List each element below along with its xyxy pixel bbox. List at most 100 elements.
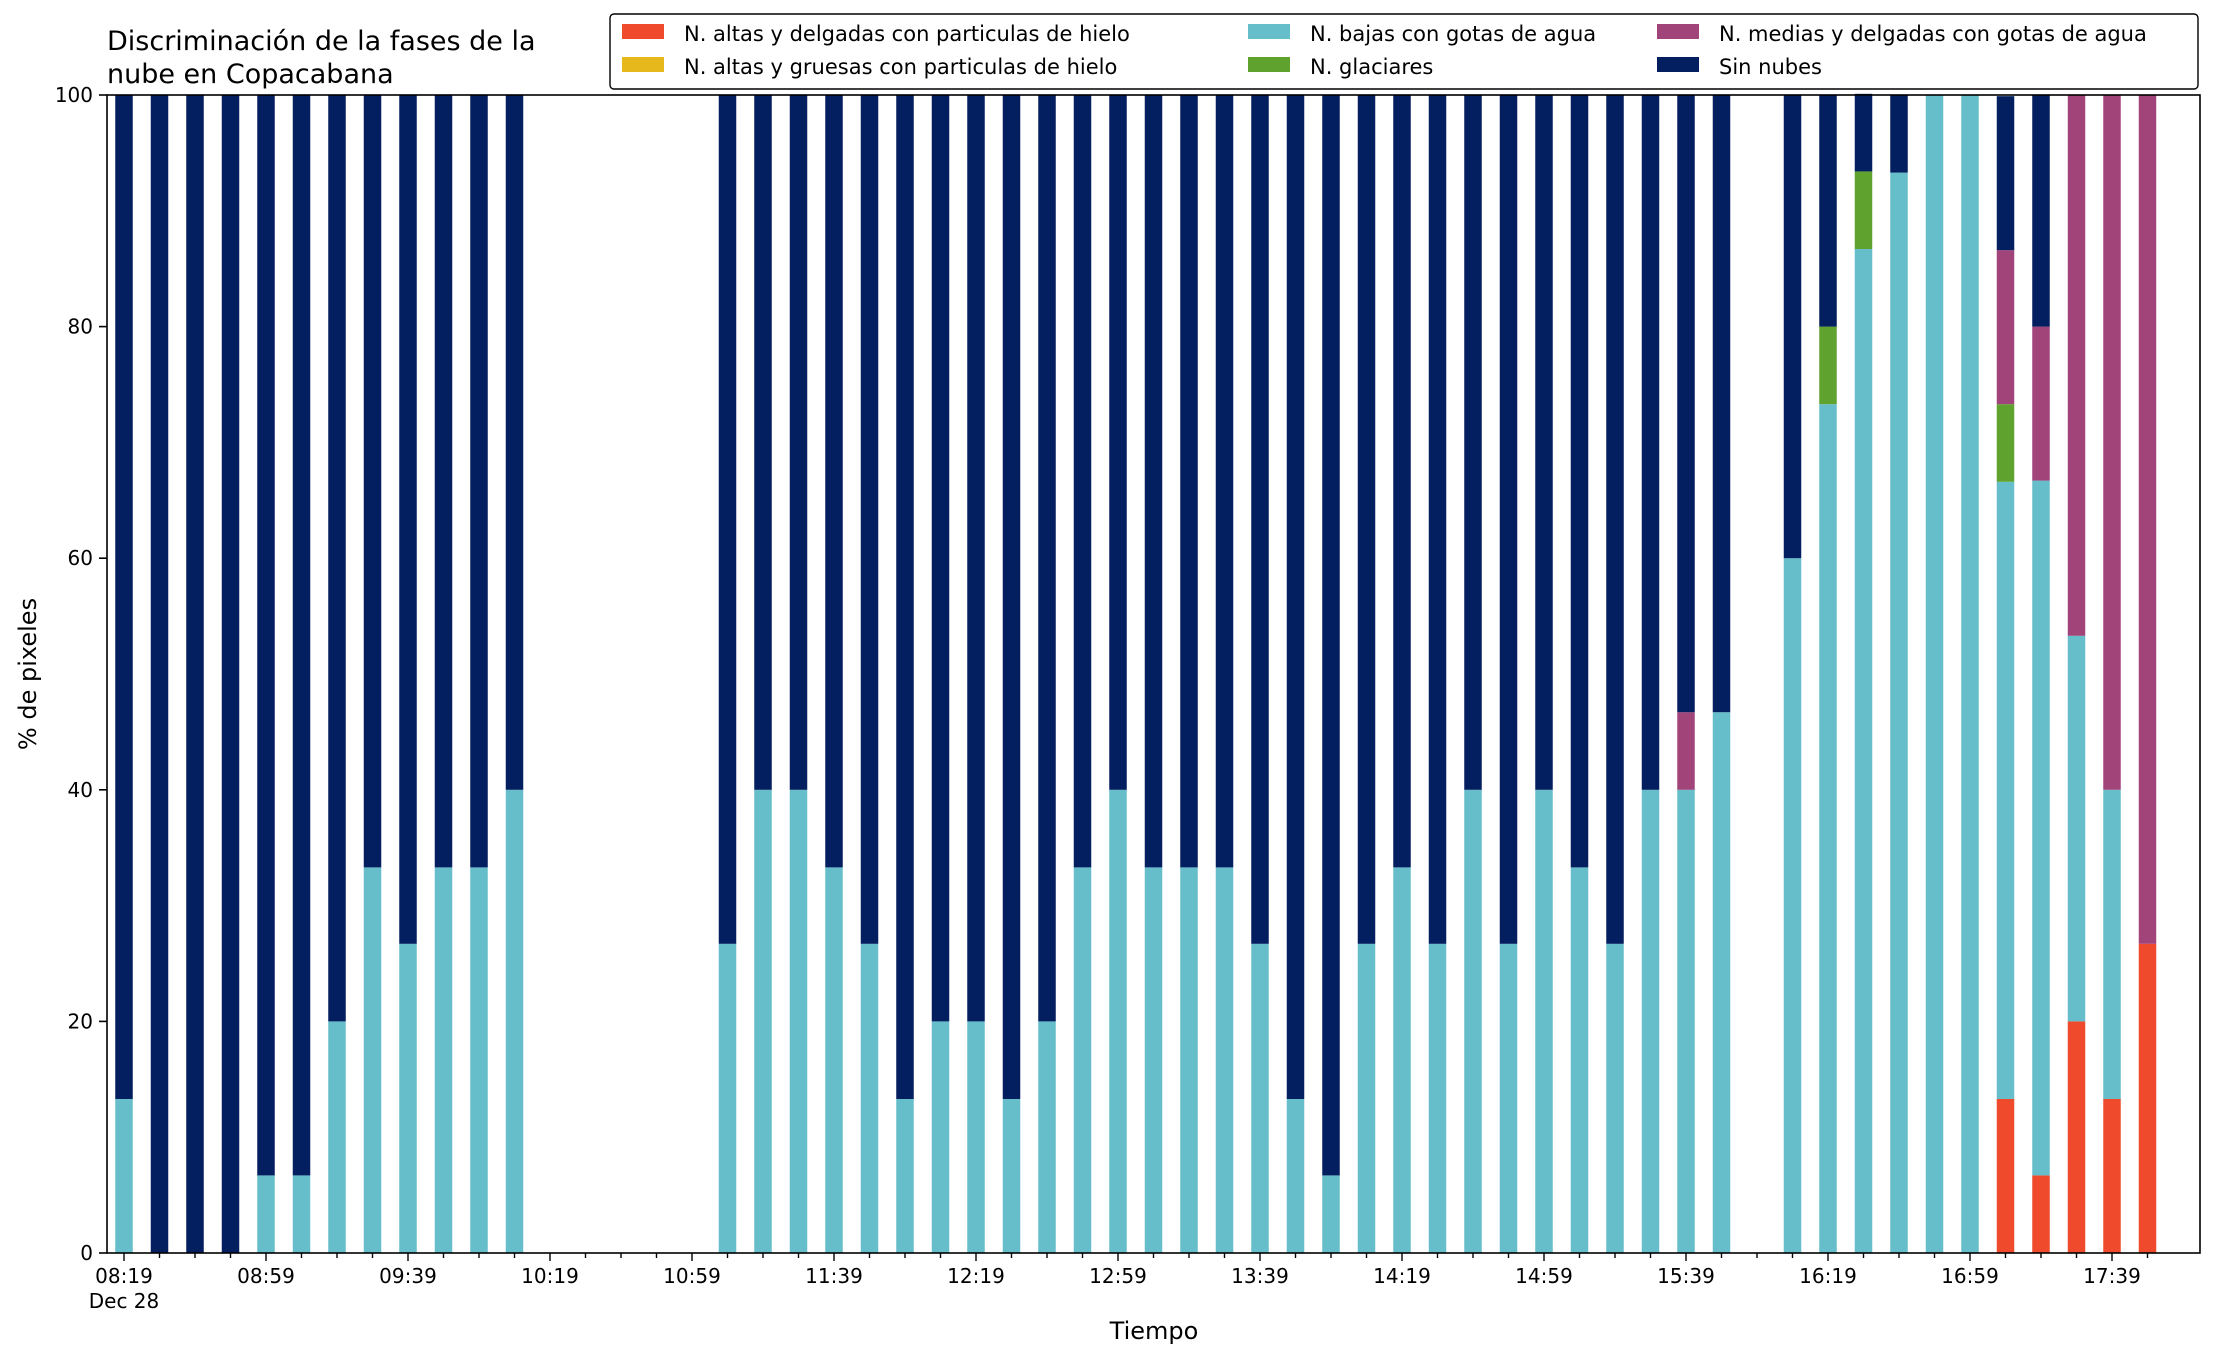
x-tick-sublabel: Dec 28: [89, 1289, 160, 1313]
legend-swatch: [1657, 24, 1699, 39]
y-tick-label: 80: [68, 315, 93, 339]
bar-segment: [363, 867, 382, 1253]
bar-segment: [2032, 480, 2050, 1176]
bar-segment: [1144, 95, 1163, 868]
legend-swatch: [622, 24, 664, 39]
bar-segment: [470, 867, 488, 1253]
bar-segment: [2067, 635, 2086, 1022]
bar-segment: [1215, 95, 1234, 868]
bar-segment: [1286, 1098, 1305, 1253]
y-tick-label: 0: [80, 1241, 93, 1265]
bar-segment: [2103, 789, 2121, 1099]
bar-segment: [2032, 326, 2050, 481]
bar-segment: [1109, 95, 1127, 790]
bar-segment: [1073, 867, 1092, 1253]
bar-segment: [1819, 95, 1837, 327]
legend-swatch: [1248, 24, 1290, 39]
legend-label: Sin nubes: [1719, 55, 1822, 79]
chart-title: Discriminación de la fases de la nube en …: [107, 26, 536, 90]
bar-segment: [292, 95, 311, 1176]
bar-segment: [1854, 249, 1873, 1253]
legend-label: N. altas y delgadas con particulas de hi…: [684, 22, 1130, 46]
x-tick-label: 15:39: [1657, 1264, 1715, 1288]
legend-swatch: [622, 57, 664, 72]
bar-segment: [1641, 95, 1660, 790]
bar-segment: [115, 95, 133, 1099]
bar-segment: [1393, 867, 1411, 1253]
bar-segment: [186, 95, 204, 1253]
bar-segment: [1180, 95, 1198, 868]
y-tick-label: 20: [68, 1009, 93, 1033]
y-tick-label: 60: [68, 546, 93, 570]
bar-segment: [1499, 95, 1518, 944]
bar-segment: [931, 95, 950, 1022]
bar-segment: [718, 943, 737, 1253]
bar-segment: [399, 95, 417, 944]
bar-segment: [896, 95, 914, 1099]
bar-segment: [967, 1021, 985, 1253]
bar-segment: [1677, 712, 1695, 790]
x-tick-label: 16:19: [1799, 1264, 1857, 1288]
legend-swatch: [1657, 57, 1699, 72]
bar-segment: [1961, 95, 1979, 1253]
bar-segment: [399, 943, 417, 1253]
legend-label: N. bajas con gotas de agua: [1310, 22, 1596, 46]
legend-label: N. medias y delgadas con gotas de agua: [1719, 22, 2147, 46]
bar-segment: [257, 1175, 275, 1253]
bar-segment: [1783, 95, 1802, 559]
bar-segment: [1322, 1175, 1340, 1253]
bar-segment: [1570, 95, 1589, 868]
bar-segment: [115, 1098, 133, 1253]
bar-segment: [931, 1021, 950, 1253]
bar-segment: [1251, 943, 1269, 1253]
bar-segment: [1712, 95, 1731, 713]
bar-segment: [1464, 95, 1482, 790]
bars-layer: [115, 93, 2157, 1254]
bar-segment: [1606, 95, 1624, 944]
title-line: nube en Copacabana: [107, 59, 394, 90]
bar-segment: [1144, 867, 1163, 1253]
y-tick-label: 100: [55, 83, 93, 107]
bar-segment: [1996, 250, 2015, 405]
x-tick-label: 08:59: [237, 1264, 295, 1288]
bar-segment: [434, 867, 453, 1253]
bar-segment: [434, 95, 453, 868]
bar-segment: [505, 789, 524, 1253]
legend: N. altas y delgadas con particulas de hi…: [609, 13, 2199, 90]
x-tick-label: 12:19: [947, 1264, 1005, 1288]
bar-segment: [1819, 326, 1837, 405]
bar-segment: [754, 789, 772, 1253]
axes-layer: 0 20 40 60 80 100 08:19 08:59 09:39 10:19 10:59 11:…: [55, 83, 2149, 1313]
x-tick-label: 10:59: [663, 1264, 721, 1288]
x-tick-label: 10:19: [521, 1264, 579, 1288]
bar-segment: [1357, 943, 1376, 1253]
x-tick-label: 17:39: [2083, 1264, 2141, 1288]
bar-segment: [2103, 1098, 2121, 1253]
bar-segment: [1073, 95, 1092, 868]
bar-segment: [1286, 95, 1305, 1099]
bar-segment: [1641, 789, 1660, 1253]
bar-segment: [789, 789, 808, 1253]
bar-segment: [1180, 867, 1198, 1253]
bar-segment: [1428, 95, 1447, 944]
x-tick-label: 14:59: [1515, 1264, 1573, 1288]
legend-swatch: [1248, 57, 1290, 72]
bar-segment: [1677, 95, 1695, 713]
bar-segment: [1890, 95, 1908, 173]
bar-segment: [2138, 943, 2157, 1253]
x-tick-label: 14:19: [1373, 1264, 1431, 1288]
bar-segment: [328, 95, 346, 1022]
bar-segment: [860, 95, 879, 944]
legend-label: N. altas y gruesas con particulas de hie…: [684, 55, 1117, 79]
bar-segment: [1996, 404, 2015, 482]
bar-segment: [505, 95, 524, 790]
bar-segment: [1535, 789, 1553, 1253]
bar-segment: [328, 1021, 346, 1253]
bar-segment: [1357, 95, 1376, 944]
bar-segment: [1322, 95, 1340, 1176]
bar-segment: [1428, 943, 1447, 1253]
x-axis-label: Tiempo: [1109, 1317, 1199, 1345]
x-tick-label: 13:39: [1231, 1264, 1289, 1288]
bar-segment: [754, 95, 772, 790]
